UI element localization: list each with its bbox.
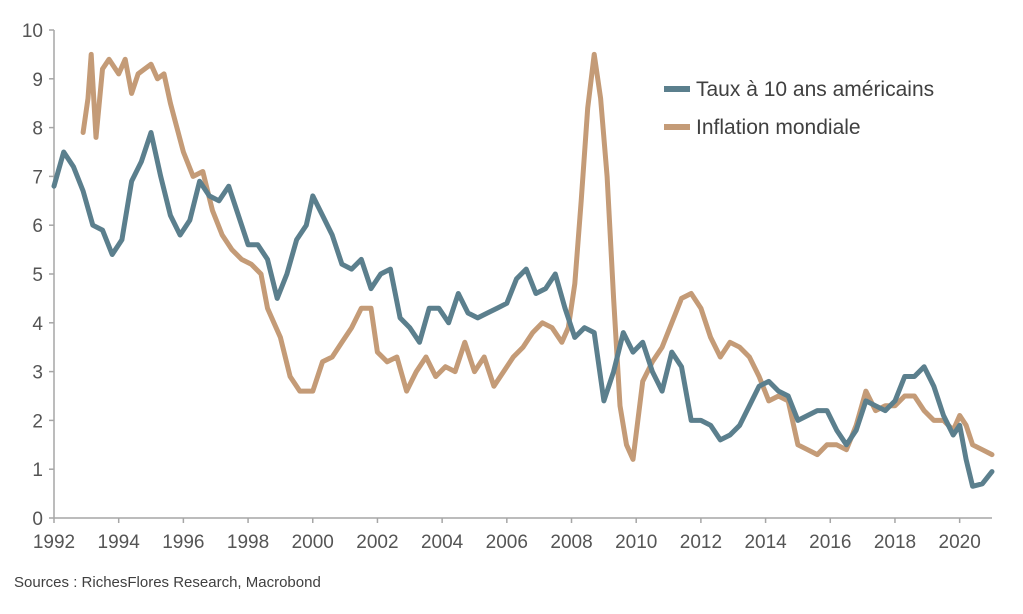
x-tick-label: 2002 [356,532,398,553]
y-tick-label: 9 [32,70,43,91]
x-ticks: 1992 1994 1996 1998 2000 2002 2004 2006 2008 2010… [33,518,981,553]
x-tick-label: 1994 [98,532,141,553]
x-tick-label: 2000 [292,532,334,553]
y-tick-label: 8 [32,119,43,140]
x-tick-label: 2006 [486,532,528,553]
y-tick-label: 10 [22,21,43,42]
x-tick-label: 1996 [162,532,204,553]
y-tick-label: 4 [32,314,43,335]
series-line-0 [51,130,995,489]
y-tick-label: 2 [32,411,43,432]
axes: 0 1 2 3 4 5 6 7 8 9 10 1992 1994 1996 1998 2000 2002 200… [22,21,992,553]
x-tick-label: 2008 [550,532,592,553]
x-tick-label: 1992 [33,532,75,553]
source-note: Sources : RichesFlores Research, Macrobo… [14,574,321,591]
x-tick-label: 2018 [874,532,916,553]
y-tick-label: 1 [32,460,43,481]
x-tick-label: 2014 [744,532,787,553]
x-tick-label: 1998 [227,532,269,553]
y-tick-label: 0 [32,509,43,530]
y-tick-label: 6 [32,216,43,237]
y-tick-label: 7 [32,167,43,188]
x-tick-label: 2020 [939,532,981,553]
legend: Taux à 10 ans américains Inflation mondia… [664,78,934,139]
x-tick-label: 2012 [680,532,722,553]
x-tick-label: 2010 [615,532,657,553]
y-tick-label: 3 [32,363,43,384]
x-tick-label: 2016 [809,532,851,553]
x-tick-label: 2004 [421,532,464,553]
y-tick-label: 5 [32,265,43,286]
legend-label-0: Taux à 10 ans américains [696,78,934,101]
series-layer [51,51,995,489]
y-ticks: 0 1 2 3 4 5 6 7 8 9 10 [22,21,54,530]
series-line-1 [80,51,995,462]
legend-label-1: Inflation mondiale [696,116,861,139]
